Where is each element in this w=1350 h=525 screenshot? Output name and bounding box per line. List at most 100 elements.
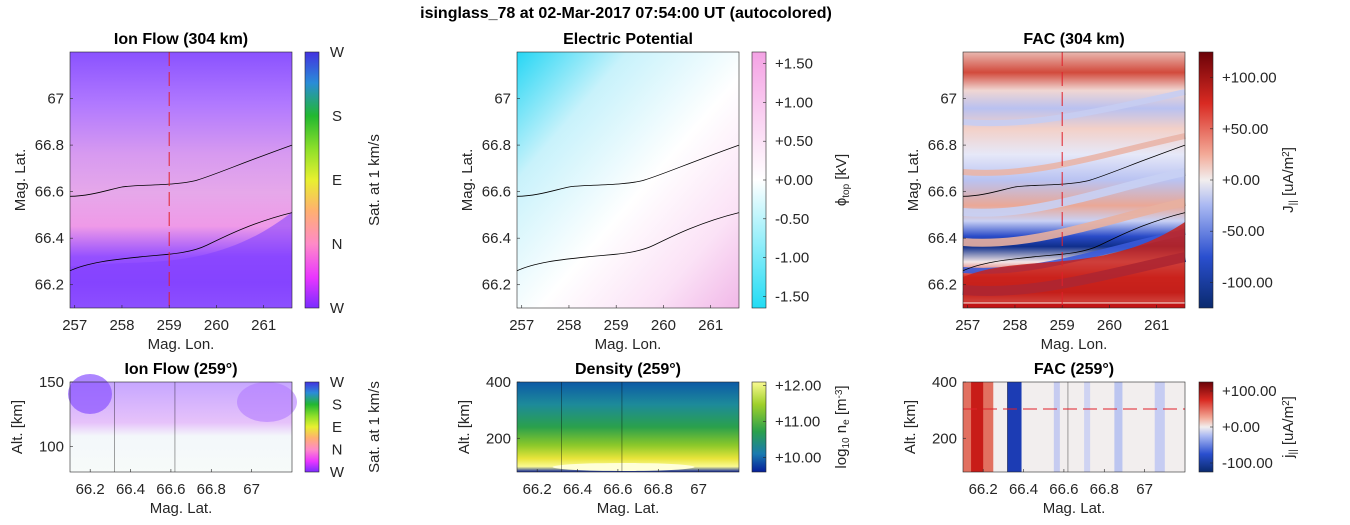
colorbar-tick-label: +0.00: [775, 172, 813, 189]
y-tick-label: 66.8: [35, 137, 64, 154]
axes-box: [516, 51, 740, 309]
colorbar-tick-label: W: [330, 374, 345, 391]
colorbar-label-part: [m: [833, 399, 850, 420]
colorbar-label: Sat. at 1 km/s: [366, 381, 383, 473]
colorbar-tick-label: +12.00: [775, 378, 821, 395]
panel-title: Density (259°): [575, 361, 681, 378]
panel-title: Ion Flow (259°): [124, 361, 237, 378]
colorbar-gradient: [751, 381, 767, 473]
colorbar: +12.00 +11.00 +10.00 log10 ne [m-3]: [751, 378, 852, 473]
y-tick-label: 67: [940, 91, 957, 108]
contour-line: [516, 212, 740, 272]
colorbar-label-part: [kV]: [833, 154, 850, 184]
panel-ion_flow_top: Ion Flow (304 km) 257 258 259 260 261 66.2 66.4…: [12, 31, 383, 353]
panel-title: FAC (259°): [1034, 361, 1114, 378]
fac-column: [1007, 382, 1022, 472]
x-tick-label: 66.4: [1009, 481, 1038, 498]
colorbar-label-part: e: [841, 419, 852, 425]
y-tick-label: 66.6: [928, 184, 957, 201]
colorbar-label-text: Sat. at 1 km/s: [366, 134, 383, 226]
x-tick-label: 66.6: [603, 481, 632, 498]
x-tick-label: 67: [690, 481, 707, 498]
ion-flow-region: [70, 212, 292, 308]
x-tick-label: 66.4: [116, 481, 145, 498]
colorbar-tick-label: W: [330, 464, 345, 481]
x-tick-label: 66.6: [156, 481, 185, 498]
panel-potential_top: Electric Potential 257 258 259 260 261 66.2 66.…: [459, 31, 852, 353]
colorbar-label: ϕtop [kV]: [833, 154, 852, 206]
x-axis-label: Mag. Lon.: [1041, 336, 1108, 353]
colorbar-label-part: n: [833, 425, 850, 438]
colorbar-label-part: ||: [1288, 200, 1299, 205]
colorbar-tick-label: -50.00: [1222, 223, 1265, 240]
colorbar-tick-label: W: [330, 300, 345, 317]
colorbar-label-part: 2: [1281, 151, 1292, 157]
y-axis-label: Alt. [km]: [9, 400, 26, 454]
x-axis-label: Mag. Lat.: [150, 500, 213, 517]
x-tick-label: 66.2: [76, 481, 105, 498]
y-tick-label: 400: [932, 374, 957, 391]
panel-density_bottom: Density (259°) 66.2 66.4 66.6 66.8 67 200 400 Ma…: [456, 361, 852, 517]
colorbar-label-part: ||: [1288, 449, 1299, 454]
heatmap-field: [517, 382, 739, 472]
contour-line: [69, 212, 293, 272]
fac-edge: [963, 304, 1185, 308]
panel-fac_bottom: FAC (259°) 66.2 66.4 66.6 66.8 67 200 400 Mag. L…: [902, 361, 1299, 517]
colorbar: +100.00 +0.00 -100.00 j|| [uA/m2]: [1198, 381, 1299, 473]
colorbar-tick-label: +1.50: [775, 56, 813, 73]
colorbar-tick-label: +11.00: [775, 414, 820, 431]
x-tick-label: 258: [109, 317, 134, 334]
x-tick-label: 66.8: [644, 481, 673, 498]
y-tick-label: 67: [47, 91, 64, 108]
colorbar-label: log10 ne [m-3]: [833, 385, 852, 468]
y-tick-label: 66.8: [928, 137, 957, 154]
colorbar-tick-label: E: [332, 419, 342, 436]
density-peak: [552, 463, 695, 471]
colorbar-label: J|| [uA/m2]: [1280, 147, 1299, 213]
colorbar-tick-label: -1.00: [775, 250, 809, 267]
x-tick-label: 258: [1002, 317, 1027, 334]
axes-box: [962, 51, 1186, 309]
colorbar-label-part: top: [841, 183, 852, 197]
y-tick-label: 66.4: [35, 230, 64, 247]
colorbar-tick-label: S: [332, 108, 342, 125]
x-axis-label: Mag. Lon.: [148, 336, 215, 353]
fac-band: [962, 89, 1186, 127]
colorbar-label-part: ]: [1280, 396, 1297, 400]
y-tick-label: 66.6: [482, 184, 511, 201]
y-tick-label: 66.4: [482, 230, 511, 247]
y-axis-label: Mag. Lat.: [12, 149, 29, 212]
panel-title: Ion Flow (304 km): [114, 31, 248, 48]
x-tick-label: 257: [62, 317, 87, 334]
x-tick-label: 259: [157, 317, 182, 334]
x-tick-label: 260: [651, 317, 676, 334]
x-tick-label: 260: [1097, 317, 1122, 334]
colorbar-tick-label: +10.00: [775, 450, 821, 467]
panel-title: FAC (304 km): [1023, 31, 1124, 48]
colorbar-label-part: log: [833, 449, 850, 469]
x-tick-label: 66.2: [523, 481, 552, 498]
x-axis-label: Mag. Lat.: [1043, 500, 1106, 517]
colorbar-tick-label: E: [332, 172, 342, 189]
colorbar-tick-label: N: [332, 442, 343, 459]
x-tick-label: 261: [1144, 317, 1169, 334]
x-tick-label: 66.4: [563, 481, 592, 498]
axes-box: [962, 381, 1186, 473]
figure-title: isinglass_78 at 02-Mar-2017 07:54:00 UT …: [420, 5, 832, 22]
colorbar-tick-label: +100.00: [1222, 383, 1277, 400]
panel-title: Electric Potential: [563, 31, 693, 48]
x-tick-label: 257: [955, 317, 980, 334]
y-axis-label: Alt. [km]: [902, 400, 919, 454]
contour-line: [962, 144, 1186, 197]
y-tick-label: 66.8: [482, 137, 511, 154]
axes-box: [69, 51, 293, 309]
colorbar-tick-label: -100.00: [1222, 455, 1273, 472]
colorbar-label-part: j: [1280, 454, 1297, 458]
y-tick-label: 66.6: [35, 184, 64, 201]
colorbar: +1.50 +1.00 +0.50 +0.00 -0.50 -1.00 -1.50 ϕtop …: [751, 51, 852, 309]
fac-upward-region: [963, 222, 1185, 302]
fac-column: [971, 382, 984, 472]
axes-box: [69, 381, 293, 473]
colorbar-tick-label: +50.00: [1222, 121, 1268, 138]
colorbar-label-part: 10: [841, 437, 852, 449]
